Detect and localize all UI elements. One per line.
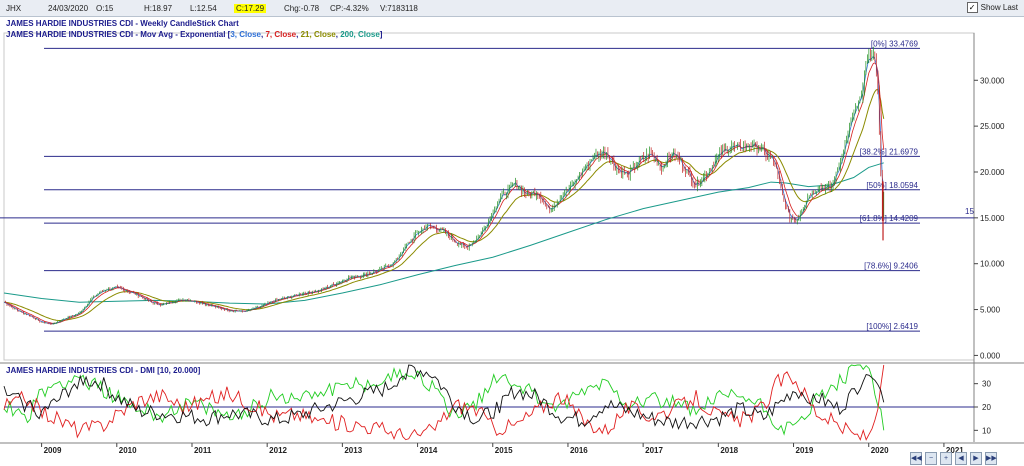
legend-ema200: 200, Close bbox=[340, 30, 380, 39]
last-icon[interactable]: ▶▶ bbox=[985, 452, 997, 465]
horizontal-line-label: 15 bbox=[965, 207, 974, 216]
open-value: O:15 bbox=[96, 4, 114, 13]
chart-canvas: [0%] 33.4769 [38.2%] 21.6979 [50%] 18.0594… bbox=[0, 19, 1024, 455]
y-tick-label: 0.000 bbox=[980, 351, 1001, 360]
fib-level-label: [78.6%] 9.2406 bbox=[864, 262, 918, 271]
date-label: 24/03/2020 bbox=[48, 4, 89, 13]
x-tick-label: 2014 bbox=[420, 446, 438, 455]
dmi-panel-title: JAMES HARDIE INDUSTRIES CDI - DMI [10, 2… bbox=[6, 366, 201, 375]
x-tick-label: 2010 bbox=[119, 446, 137, 455]
symbol-label: JHX bbox=[6, 4, 22, 13]
legend-suffix: ] bbox=[380, 30, 383, 39]
dmi-y-tick-label: 30 bbox=[982, 380, 991, 389]
zoom-out-icon[interactable]: − bbox=[925, 452, 937, 465]
zoom-in-icon[interactable]: + bbox=[940, 452, 952, 465]
fibonacci-levels: [0%] 33.4769 [38.2%] 21.6979 [50%] 18.0594… bbox=[0, 39, 974, 332]
y-tick-label: 5.000 bbox=[980, 306, 1001, 315]
x-tick-label: 2012 bbox=[269, 446, 287, 455]
main-chart-title: JAMES HARDIE INDUSTRIES CDI - Weekly Can… bbox=[6, 19, 239, 28]
main-plot-frame bbox=[3, 32, 975, 361]
y-tick-label: 15.000 bbox=[980, 214, 1005, 223]
x-tick-label: 2015 bbox=[495, 446, 513, 455]
chart-navigation-buttons: ◀◀ − + ◀ ▶ ▶▶ bbox=[910, 452, 997, 465]
x-tick-label: 2011 bbox=[194, 446, 212, 455]
y-tick-label: 30.000 bbox=[980, 76, 1005, 85]
fib-level-label: [100%] 2.6419 bbox=[866, 322, 918, 331]
x-tick-label: 2009 bbox=[44, 446, 62, 455]
legend-prefix: JAMES HARDIE INDUSTRIES CDI - Mov Avg - … bbox=[6, 30, 231, 39]
x-tick-label: 2018 bbox=[720, 446, 738, 455]
volume-value: V:7183118 bbox=[380, 4, 418, 13]
legend-separator: , bbox=[296, 30, 300, 39]
fib-level-label: [0%] 33.4769 bbox=[871, 39, 919, 48]
dmi_minus-line bbox=[3, 364, 885, 441]
show-last-checkbox[interactable]: ✓ bbox=[966, 2, 978, 13]
x-tick-label: 2017 bbox=[645, 446, 663, 455]
fib-level-label: [61.8%] 14.4209 bbox=[860, 214, 919, 223]
change-percent-value: CP:-4.32% bbox=[330, 4, 369, 13]
change-value: Chg:-0.78 bbox=[284, 4, 320, 13]
x-tick-label: 2013 bbox=[344, 446, 362, 455]
price-series bbox=[3, 46, 885, 325]
adx-line bbox=[3, 364, 885, 430]
legend-ema7: 7, Close bbox=[265, 30, 296, 39]
quote-header-bar: JHX 24/03/2020 O:15 H:18.97 L:12.54 C:17… bbox=[0, 0, 1024, 17]
x-tick-label: 2021 bbox=[946, 446, 964, 455]
prev-icon[interactable]: ◀ bbox=[955, 452, 967, 465]
legend-separator: , bbox=[336, 30, 340, 39]
show-last-toggle[interactable]: ✓ Show Last bbox=[966, 2, 1018, 13]
show-last-label: Show Last bbox=[980, 3, 1018, 12]
dmi-y-tick-label: 10 bbox=[982, 426, 991, 435]
y-tick-label: 20.000 bbox=[980, 168, 1005, 177]
dmi-panel bbox=[3, 364, 974, 441]
first-icon[interactable]: ◀◀ bbox=[910, 452, 922, 465]
close-value: C:17.29 bbox=[234, 4, 267, 13]
y-tick-label: 10.000 bbox=[980, 260, 1005, 269]
fib-level-label: [38.2%] 21.6979 bbox=[860, 147, 919, 156]
fib-level-label: [50%] 18.0594 bbox=[866, 181, 918, 190]
legend-ema3: 3, Close bbox=[230, 30, 261, 39]
ema21-line bbox=[3, 89, 885, 321]
x-tick-label: 2020 bbox=[871, 446, 889, 455]
dmi_plus-line bbox=[3, 364, 885, 436]
next-icon[interactable]: ▶ bbox=[970, 452, 982, 465]
ema7-line bbox=[3, 62, 885, 324]
legend-ema21: 21, Close bbox=[301, 30, 337, 39]
y-tick-label: 25.000 bbox=[980, 122, 1005, 131]
x-tick-label: 2016 bbox=[570, 446, 588, 455]
axes: 30.000 25.000 20.000 15.000 10.000 5.000 0.000… bbox=[41, 76, 1005, 455]
low-value: L:12.54 bbox=[190, 4, 217, 13]
dmi-y-tick-label: 20 bbox=[982, 403, 991, 412]
legend-separator: , bbox=[261, 30, 265, 39]
high-value: H:18.97 bbox=[144, 4, 173, 13]
ema200-line bbox=[3, 162, 884, 305]
grid-layer bbox=[0, 32, 1024, 444]
x-tick-label: 2019 bbox=[796, 446, 814, 455]
moving-average-legend: JAMES HARDIE INDUSTRIES CDI - Mov Avg - … bbox=[6, 30, 383, 39]
